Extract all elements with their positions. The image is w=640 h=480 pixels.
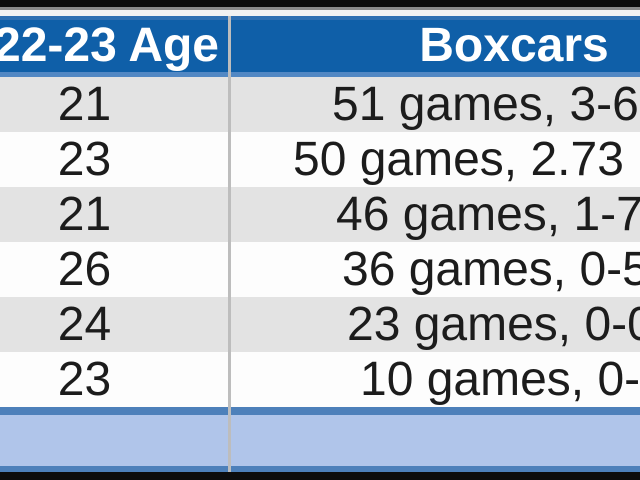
table-row: 24 23 games, 0-0 [0, 297, 640, 352]
stats-table: 22-23 Age Boxcars 21 51 games, 3-6 23 50… [0, 16, 640, 472]
letterbox-top-bar [0, 0, 640, 7]
table-header-row: 22-23 Age Boxcars [0, 16, 640, 77]
boxcars-cell: 46 games, 1-7 [336, 188, 640, 241]
age-cell: 21 [57, 188, 112, 241]
age-cell: 23 [57, 353, 112, 406]
footer-age-cell [0, 415, 230, 466]
table-row: 23 10 games, 0-0 [0, 352, 640, 407]
letterbox-bottom-bar [0, 472, 640, 480]
age-cell: 23 [57, 133, 112, 186]
table-row: 21 46 games, 1-7 [0, 187, 640, 242]
boxcars-cell: 36 games, 0-5 [342, 243, 640, 296]
table-row: 23 50 games, 2.73 [0, 132, 640, 187]
age-cell: 21 [57, 78, 112, 131]
top-edge-line [0, 7, 640, 10]
boxcars-cell: 10 games, 0-0 [360, 353, 640, 406]
table-row: 21 51 games, 3-6 [0, 77, 640, 132]
footer-boxcars-cell [230, 415, 640, 466]
age-cell: 26 [57, 243, 112, 296]
age-cell: 24 [57, 298, 112, 351]
boxcars-cell: 23 games, 0-0 [347, 298, 640, 351]
boxcars-cell: 51 games, 3-6 [332, 78, 639, 131]
column-divider-line [228, 16, 231, 472]
boxcars-column-header: Boxcars [419, 19, 609, 72]
table-row: 26 36 games, 0-5 [0, 242, 640, 297]
boxcars-cell: 50 games, 2.73 [293, 133, 624, 186]
top-white-strip [0, 10, 640, 16]
age-column-header: 22-23 Age [0, 19, 219, 72]
empty-footer-row [0, 407, 640, 472]
